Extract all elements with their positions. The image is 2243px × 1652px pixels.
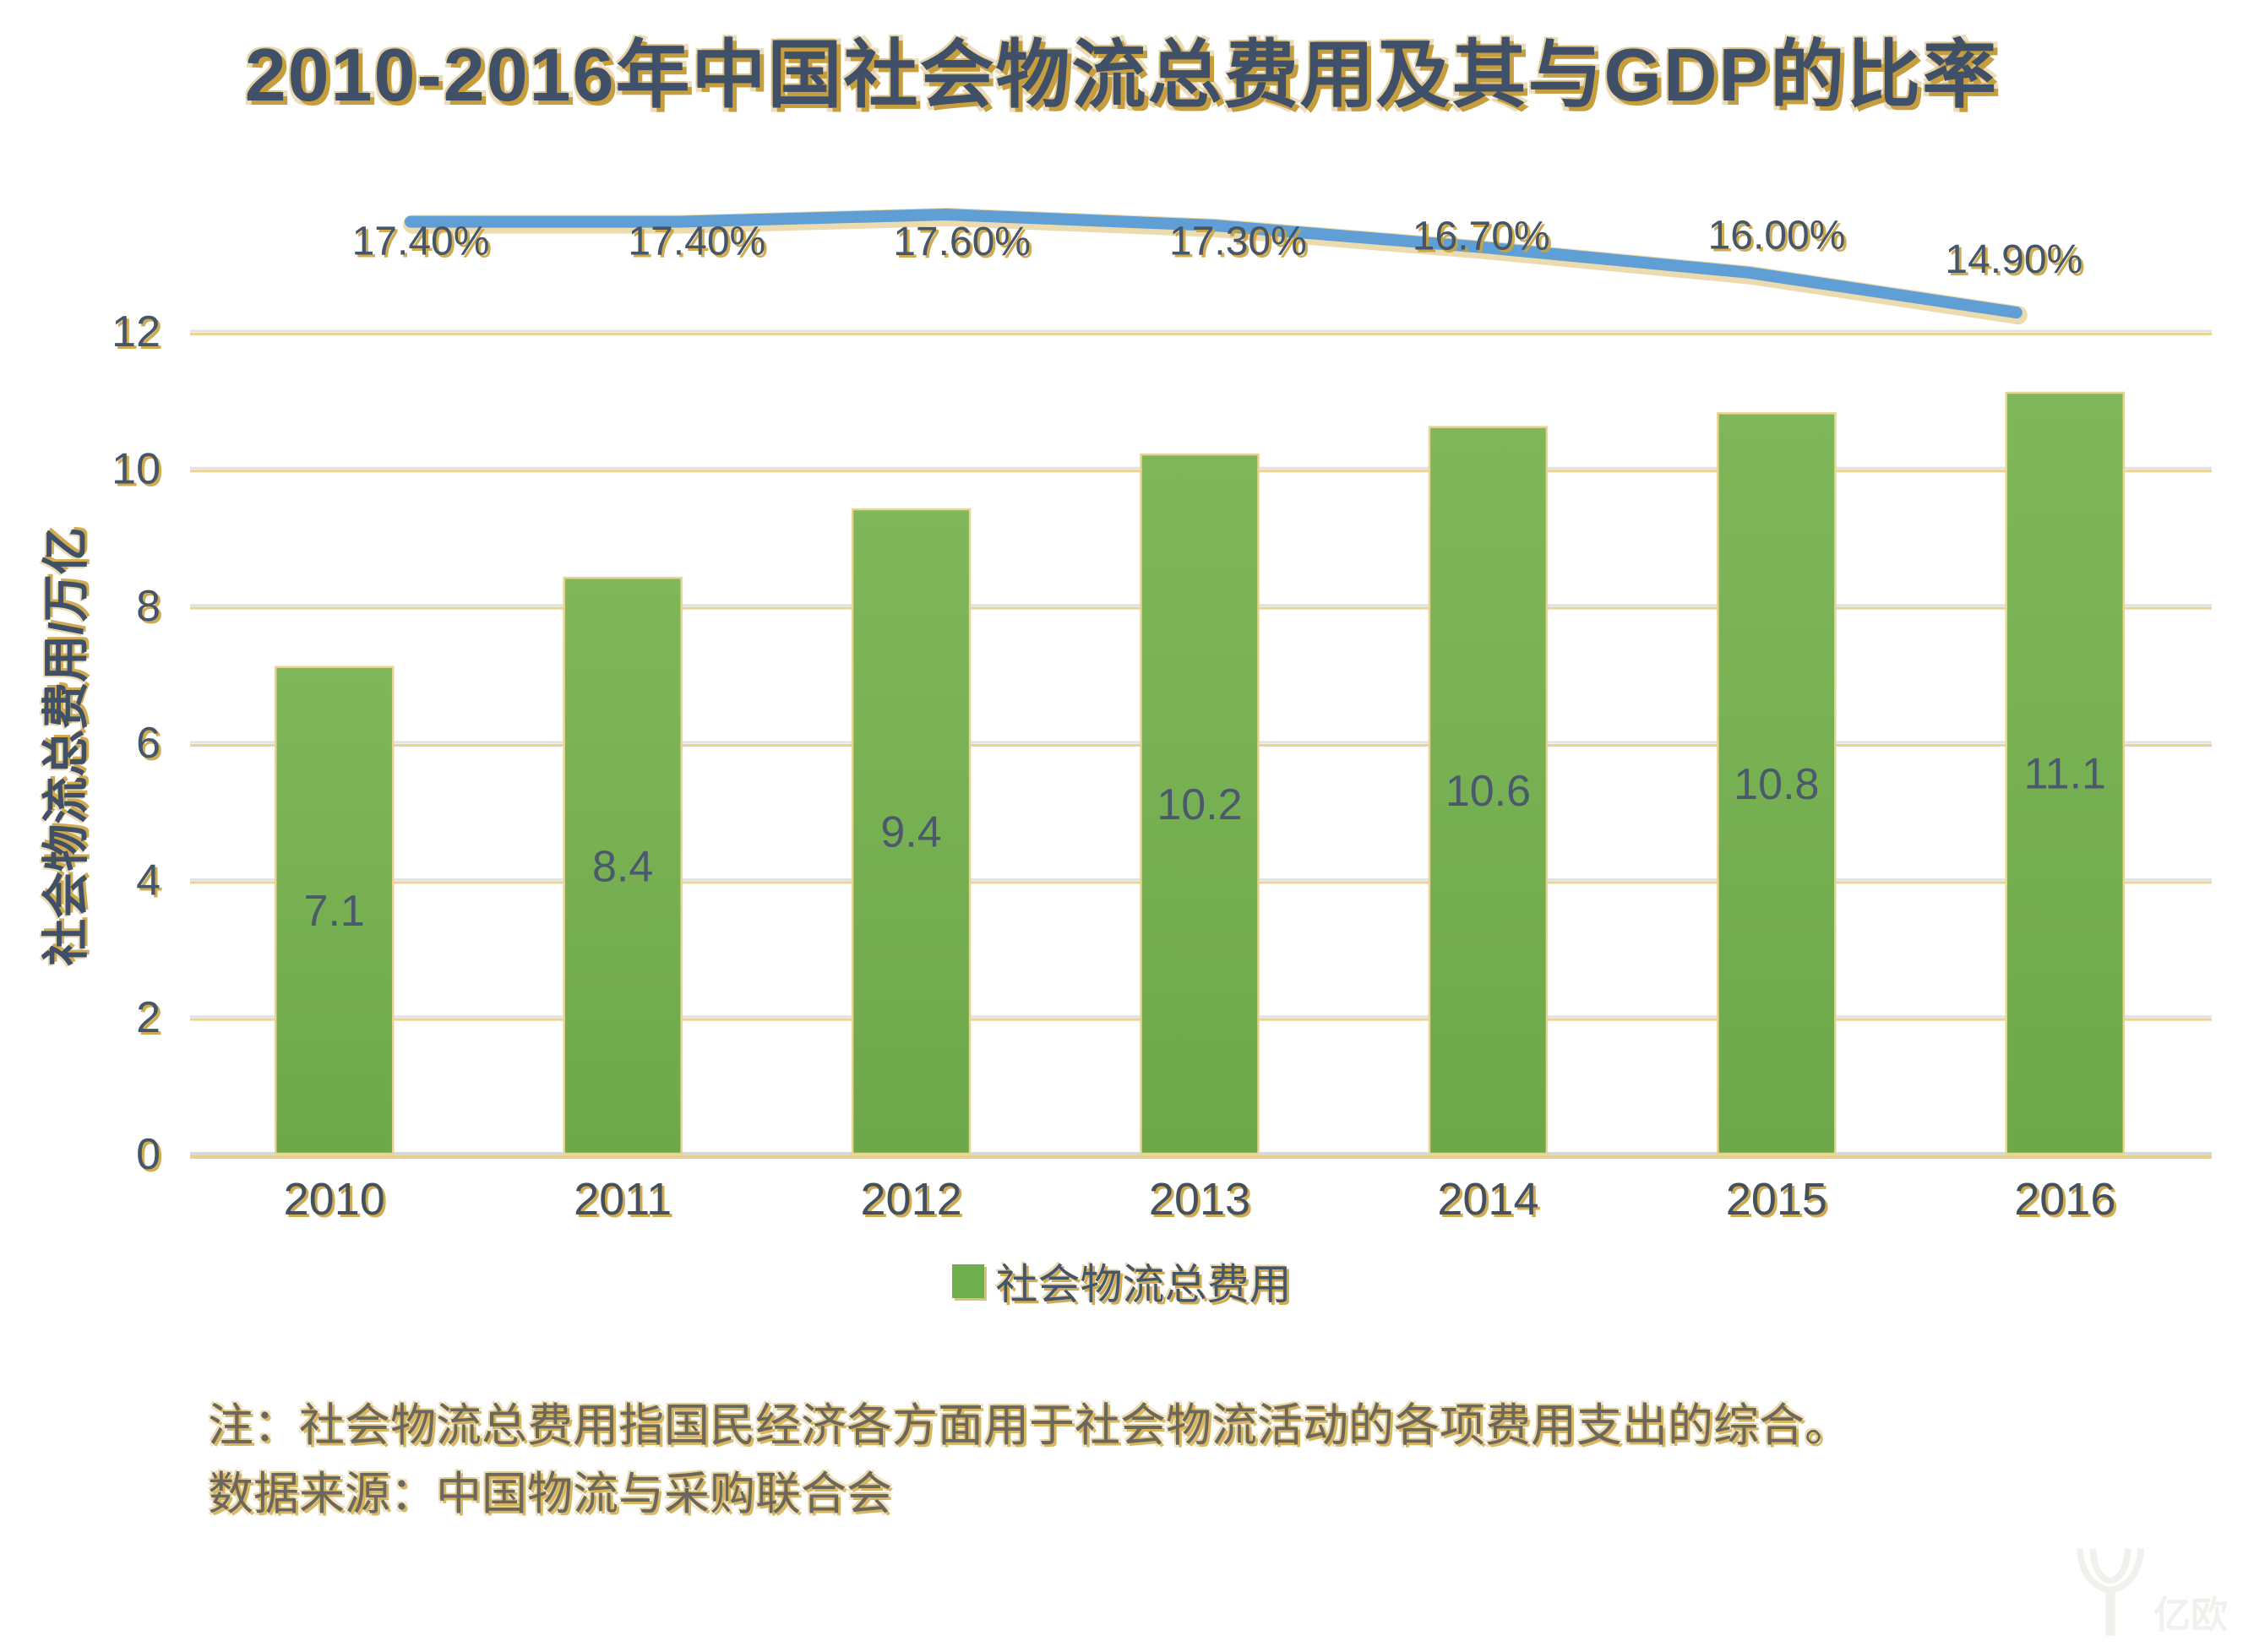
bar-value-label-2016: 11.1	[2024, 750, 2106, 799]
line-value-label-2012: 17.60%	[893, 220, 1031, 264]
line-value-label-2012: 17.60%	[896, 222, 1033, 267]
watermark-logo-icon	[2077, 1548, 2144, 1636]
watermark: 亿欧	[2074, 1546, 2228, 1638]
chart-title: 2010-2016年中国社会物流总费用及其与GDP的比率	[244, 33, 1999, 117]
x-axis-label-2016: 2016	[2017, 1177, 2118, 1227]
line-value-label-2010: 17.40%	[355, 221, 493, 266]
bar-2010	[274, 666, 395, 1155]
x-axis-label-2010: 2010	[286, 1177, 388, 1227]
bar-value-label-2012: 9.4	[880, 808, 941, 857]
x-axis-label-2012: 2012	[861, 1174, 962, 1225]
line-value-label-2010: 17.40%	[352, 219, 490, 264]
y-tick-label-6: 6	[139, 721, 163, 770]
bar-value-label-2010: 7.1	[304, 887, 365, 936]
bar-2013	[1140, 453, 1260, 1155]
bar-value-label-2014: 10.6	[1445, 767, 1531, 816]
y-tick-label-2: 2	[136, 993, 161, 1042]
bar-value-label-2011: 8.4	[592, 842, 653, 891]
notes-block: 注：社会物流总费用指国民经济各方面用于社会物流活动的各项费用支出的综合。 数据来…	[208, 1392, 1948, 1529]
bar-value-label-2015: 10.8	[1734, 760, 1819, 809]
y-tick-label-8: 8	[136, 582, 161, 631]
legend-swatch	[951, 1264, 984, 1298]
y-tick-label-4: 4	[136, 856, 161, 905]
y-tick-label-0: 0	[136, 1130, 161, 1179]
x-axis-label-2011: 2011	[576, 1177, 674, 1227]
x-axis-label-2013: 2013	[1151, 1177, 1253, 1227]
line-value-label-2014: 16.70%	[1413, 215, 1550, 259]
bar-2016	[2005, 391, 2126, 1155]
legend: 社会物流总费用	[0, 1257, 2243, 1308]
y-tick-label-8: 8	[139, 584, 163, 633]
line-value-label-2015: 16.00%	[1711, 216, 1848, 261]
line-value-label-2013: 17.30%	[1172, 222, 1309, 267]
x-axis-label-2012: 2012	[863, 1177, 965, 1227]
y-tick-label-12: 12	[112, 307, 161, 356]
source-text: 数据来源：中国物流与采购联合会	[208, 1469, 892, 1519]
gdp-ratio-line	[405, 209, 2023, 319]
x-axis-label-2011: 2011	[574, 1174, 672, 1225]
y-tick-label-2: 2	[139, 996, 163, 1045]
line-value-label-2015: 16.00%	[1708, 214, 1846, 258]
watermark-text: 亿欧	[2153, 1595, 2228, 1636]
y-tick-label-6: 6	[136, 719, 161, 768]
x-axis-label-2013: 2013	[1149, 1174, 1250, 1225]
line-value-label-2011: 17.40%	[628, 219, 765, 264]
line-value-label-2016: 14.90%	[1947, 240, 2085, 285]
x-axis-label-2015: 2015	[1729, 1177, 1830, 1227]
y-tick-label-10: 10	[114, 448, 163, 497]
x-axis-label-2016: 2016	[2014, 1174, 2115, 1225]
x-axis-label-2010: 2010	[284, 1174, 385, 1225]
line-value-label-2014: 16.70%	[1415, 217, 1553, 262]
y-tick-label-4: 4	[139, 859, 163, 908]
y-tick-label-12: 12	[114, 310, 163, 359]
bar-2015	[1717, 412, 1837, 1155]
line-value-label-2013: 17.30%	[1169, 220, 1307, 264]
bar-value-label-2013: 10.2	[1157, 780, 1242, 829]
bar-2014	[1428, 426, 1549, 1155]
legend-label: 社会物流总费用	[995, 1261, 1292, 1308]
line-value-label-2016: 14.90%	[1945, 237, 2082, 282]
note-text: 注：社会物流总费用指国民经济各方面用于社会物流活动的各项费用支出的综合。	[208, 1400, 1850, 1451]
y-tick-label-0: 0	[139, 1133, 163, 1182]
y-tick-label-10: 10	[112, 445, 161, 494]
x-axis-label-2015: 2015	[1726, 1174, 1827, 1225]
line-value-label-2011: 17.40%	[630, 221, 768, 266]
x-axis-label-2014: 2014	[1440, 1177, 1541, 1227]
bar-2012	[851, 508, 972, 1155]
bar-2011	[563, 576, 683, 1155]
title-wrap: 2010-2016年中国社会物流总费用及其与GDP的比率	[0, 15, 2243, 122]
x-axis-label-2014: 2014	[1437, 1174, 1538, 1225]
